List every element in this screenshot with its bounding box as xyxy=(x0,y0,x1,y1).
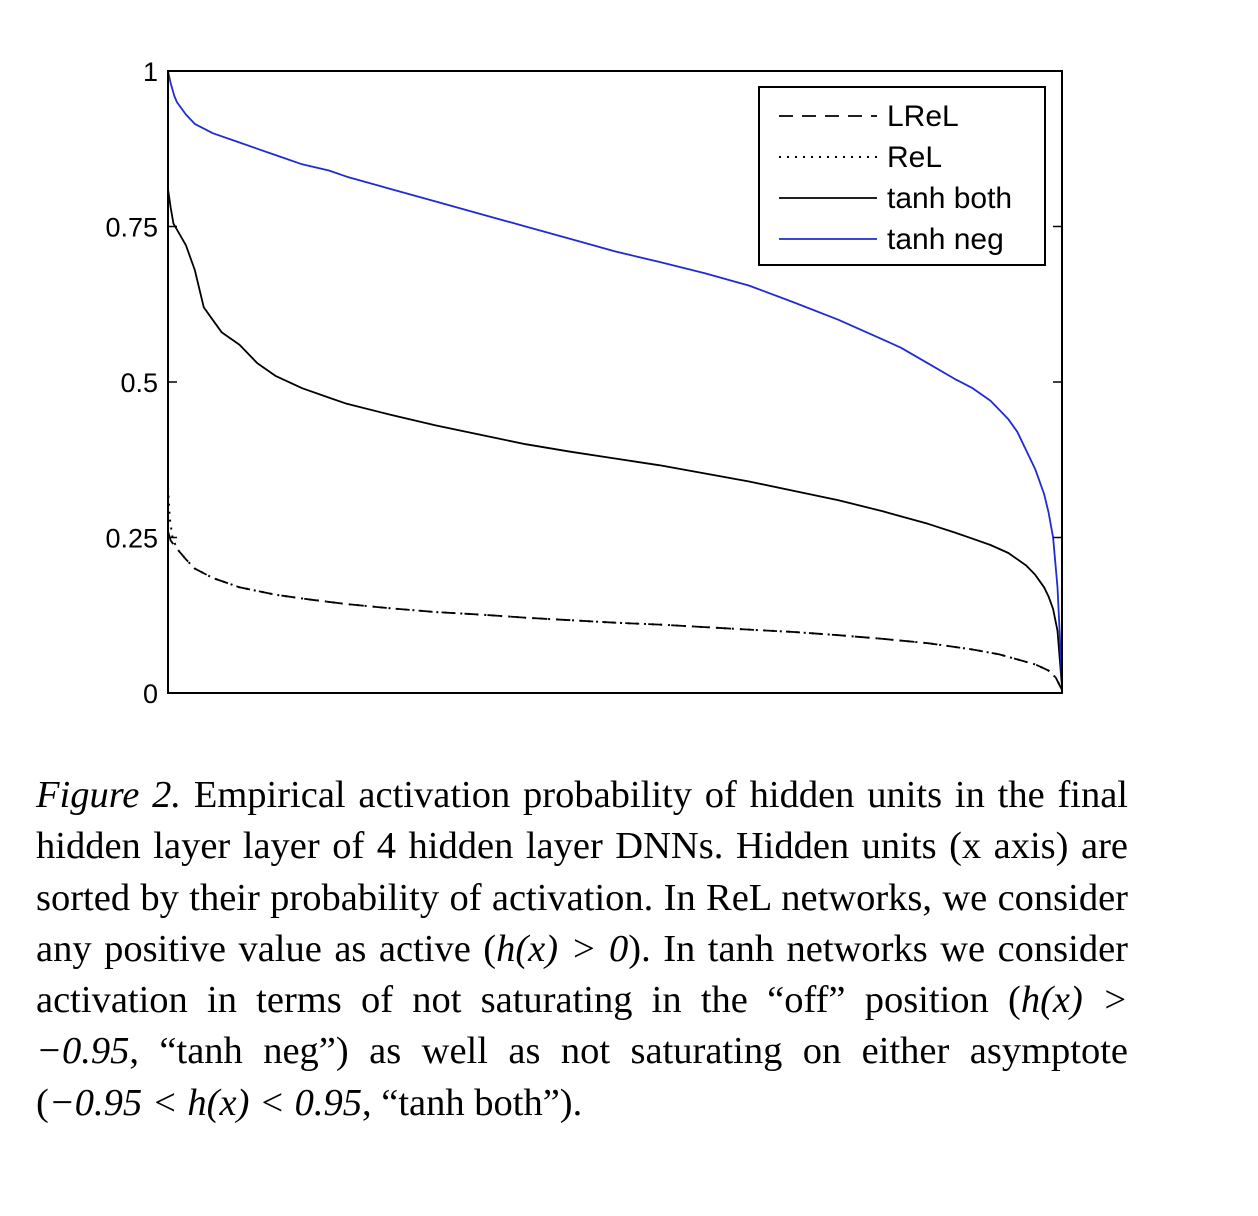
legend-label: ReL xyxy=(887,141,942,174)
plot-area xyxy=(167,70,1063,691)
figure-caption: Figure 2. Empirical activation probabili… xyxy=(36,770,1128,1129)
caption-math: h(x) > 0 xyxy=(496,927,629,970)
y-tick-label: 0.25 xyxy=(105,524,158,554)
legend-label: tanh both xyxy=(887,182,1012,215)
caption-text: Empirical activation probability of hidd… xyxy=(36,774,1128,970)
axes-frame xyxy=(167,70,1063,694)
series-line-tanh-neg xyxy=(167,70,1063,681)
legend-label: LReL xyxy=(887,100,959,133)
y-tick-label: 0.5 xyxy=(120,368,158,398)
caption-text: ). In tanh networks we consider activati… xyxy=(36,927,1128,1022)
caption-math: h(x) > −0.95 xyxy=(36,979,1128,1073)
legend: LReL ReL tanh both tanh neg xyxy=(758,86,1046,266)
caption-label: Figure 2. xyxy=(36,774,182,816)
caption-text: , “tanh both”). xyxy=(362,1081,583,1124)
activation-probability-chart: 0 0.25 0.5 0.75 1 LReL ReL tanh both tanh neg xyxy=(105,57,1063,709)
caption-text: , “tanh neg”) as well as not saturating … xyxy=(36,1030,1128,1124)
legend-label: tanh neg xyxy=(887,223,1004,256)
series-line-lrel xyxy=(167,531,1063,691)
series-line-tanh-both xyxy=(167,189,1063,687)
y-tick-label: 1 xyxy=(143,57,158,87)
caption-math: −0.95 < h(x) < 0.95 xyxy=(48,1081,362,1124)
y-tick-label: 0 xyxy=(143,679,158,709)
y-tick-label: 0.75 xyxy=(105,213,158,243)
series-line-rel xyxy=(167,487,1063,691)
